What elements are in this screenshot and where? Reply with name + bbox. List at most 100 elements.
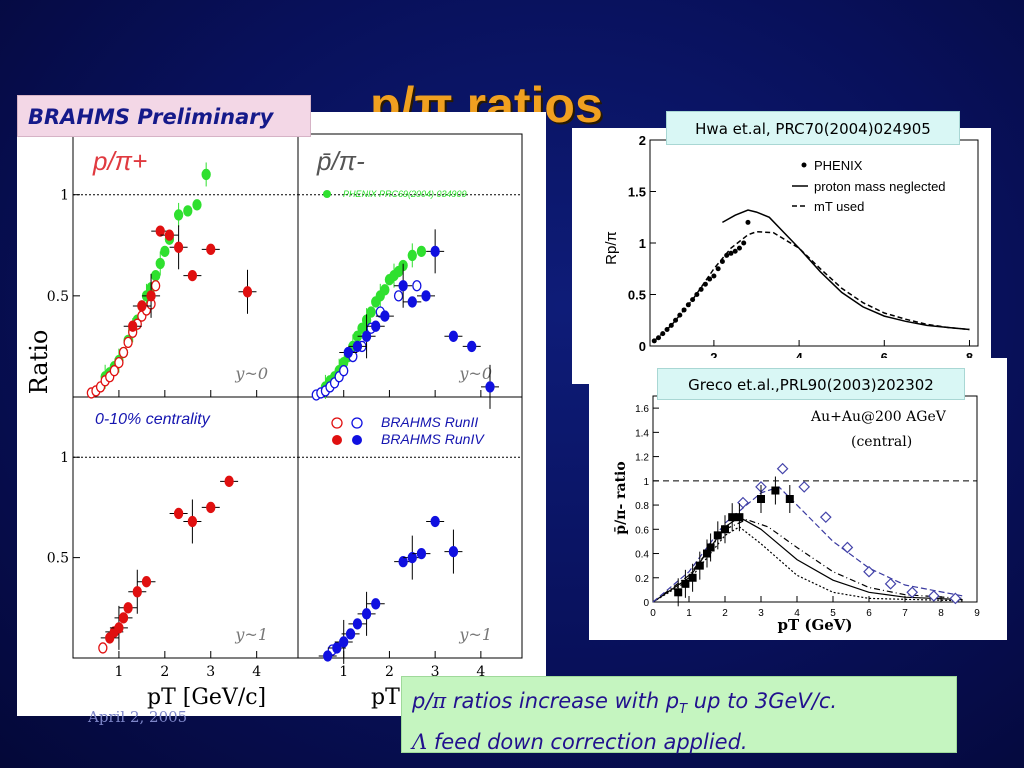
legend-runii-label: BRAHMS RunII bbox=[381, 414, 478, 430]
annotation-collision: Au+Au@200 AGeV bbox=[810, 409, 947, 425]
data-point bbox=[698, 286, 704, 292]
y-tick-label: 0 bbox=[643, 598, 649, 609]
data-point bbox=[448, 330, 459, 342]
data-point bbox=[132, 586, 142, 598]
data-point bbox=[201, 168, 211, 181]
data-point bbox=[721, 525, 729, 534]
legend-solid-label: proton mass neglected bbox=[814, 179, 946, 194]
model-point bbox=[798, 481, 811, 493]
legend-runiv-label: BRAHMS RunIV bbox=[381, 431, 485, 447]
data-point bbox=[430, 245, 440, 257]
data-point bbox=[695, 561, 704, 570]
data-point bbox=[412, 280, 422, 292]
model-point bbox=[863, 565, 875, 578]
legend-phenix-label: PHENIX PRC69(2004) 034909 bbox=[343, 189, 467, 199]
y-tick-label: 1 bbox=[60, 450, 69, 466]
y-tick-label: 1.4 bbox=[635, 428, 649, 439]
footer-date: April 2, 2005 bbox=[88, 708, 188, 726]
rapidity-label: y~0 bbox=[234, 364, 268, 383]
data-point bbox=[151, 269, 161, 282]
data-point bbox=[114, 622, 124, 634]
note-line-1: p/π ratios increase with pT up to 3GeV/c… bbox=[412, 689, 838, 718]
data-point bbox=[371, 320, 381, 332]
data-point bbox=[711, 273, 717, 279]
x-tick-label: 2 bbox=[710, 350, 717, 365]
x-tick-label: 8 bbox=[966, 350, 973, 365]
data-point bbox=[151, 280, 161, 292]
data-point bbox=[192, 199, 202, 211]
x-tick-label: 6 bbox=[881, 350, 888, 365]
x-tick-label: 1 bbox=[686, 608, 692, 619]
data-point bbox=[187, 515, 198, 528]
y-tick-label: 1 bbox=[60, 188, 69, 204]
data-point bbox=[688, 573, 697, 582]
data-point bbox=[361, 330, 372, 342]
x-tick-label: 3 bbox=[206, 664, 215, 680]
y-tick-label: 1.2 bbox=[635, 453, 649, 464]
data-point bbox=[242, 286, 253, 298]
hwa-ratio-chart: 0 0.5 1 1.5 2 2 4 6 8 Rp/π PHENIX proton mass negle… bbox=[603, 133, 979, 365]
model-point bbox=[927, 590, 940, 602]
legend-runiv-blue bbox=[352, 435, 362, 445]
data-point bbox=[728, 513, 737, 522]
data-point bbox=[173, 241, 184, 253]
data-point bbox=[430, 515, 440, 528]
data-point bbox=[146, 290, 156, 302]
x-tick-label: 4 bbox=[795, 350, 803, 365]
y-tick-label: 0.6 bbox=[635, 525, 649, 536]
data-point bbox=[736, 245, 742, 251]
data-point bbox=[155, 257, 165, 270]
data-point bbox=[398, 280, 408, 292]
data-point bbox=[407, 249, 417, 262]
legend-phenix-marker bbox=[323, 190, 331, 198]
y-tick-label: 1.5 bbox=[628, 185, 646, 200]
data-point bbox=[361, 608, 372, 620]
rapidity-label: y~1 bbox=[458, 625, 492, 644]
data-point bbox=[371, 598, 381, 610]
legend-runii-red bbox=[331, 417, 343, 429]
data-point bbox=[485, 381, 495, 393]
data-point bbox=[332, 642, 342, 654]
data-point bbox=[345, 628, 356, 640]
data-point bbox=[771, 486, 780, 495]
data-point bbox=[123, 602, 133, 614]
data-point bbox=[155, 225, 165, 237]
rapidity-label: y~1 bbox=[234, 625, 268, 644]
data-point bbox=[98, 642, 108, 654]
data-point bbox=[164, 229, 175, 241]
model-point bbox=[884, 577, 897, 590]
data-point bbox=[407, 296, 417, 308]
data-point bbox=[183, 205, 193, 217]
legend-phenix-label: PHENIX bbox=[814, 158, 863, 173]
centrality-label: 0-10% centrality bbox=[95, 411, 211, 428]
x-tick-label: 3 bbox=[758, 608, 764, 619]
y-tick-label: 0.5 bbox=[47, 551, 69, 567]
data-point bbox=[128, 320, 138, 332]
data-point bbox=[343, 346, 353, 359]
y-tick-label: 1 bbox=[639, 236, 646, 251]
x-tick-label: 2 bbox=[385, 664, 394, 680]
x-tick-label: 9 bbox=[974, 608, 980, 619]
annotation-central: (central) bbox=[851, 434, 912, 450]
brahms-ratio-chart: 1 0.5 y~0 y~0 1 0.5 1 2 3 4 y~1 1 2 3 4 y~1 p/π+ p̄/π- PHE… bbox=[25, 133, 523, 710]
y-tick-label: 0.2 bbox=[635, 574, 649, 585]
y-tick-label: 2 bbox=[639, 133, 646, 148]
data-point bbox=[339, 365, 349, 377]
model-point bbox=[949, 592, 962, 605]
x-tick-label: 5 bbox=[830, 608, 836, 619]
data-point bbox=[467, 340, 477, 353]
data-point bbox=[393, 290, 404, 302]
greco-reference-label: Greco et.al.,PRL90(2003)202302 bbox=[657, 368, 965, 400]
brahms-preliminary-label: BRAHMS Preliminary bbox=[17, 95, 311, 137]
data-point bbox=[224, 475, 234, 487]
data-point bbox=[187, 269, 198, 282]
y-axis-label: Ratio bbox=[25, 330, 53, 395]
x-axis-label: pT (GeV) bbox=[777, 616, 852, 634]
data-point bbox=[141, 576, 152, 588]
data-point bbox=[421, 290, 431, 302]
legend-dashed-label: mT used bbox=[814, 199, 864, 214]
hwa-reference-label: Hwa et.al, PRC70(2004)024905 bbox=[666, 111, 960, 145]
x-tick-label: 6 bbox=[866, 608, 872, 619]
data-point bbox=[357, 322, 367, 334]
hwa-chart-panel: 0 0.5 1 1.5 2 2 4 6 8 Rp/π PHENIX proton mass negle… bbox=[572, 128, 991, 384]
